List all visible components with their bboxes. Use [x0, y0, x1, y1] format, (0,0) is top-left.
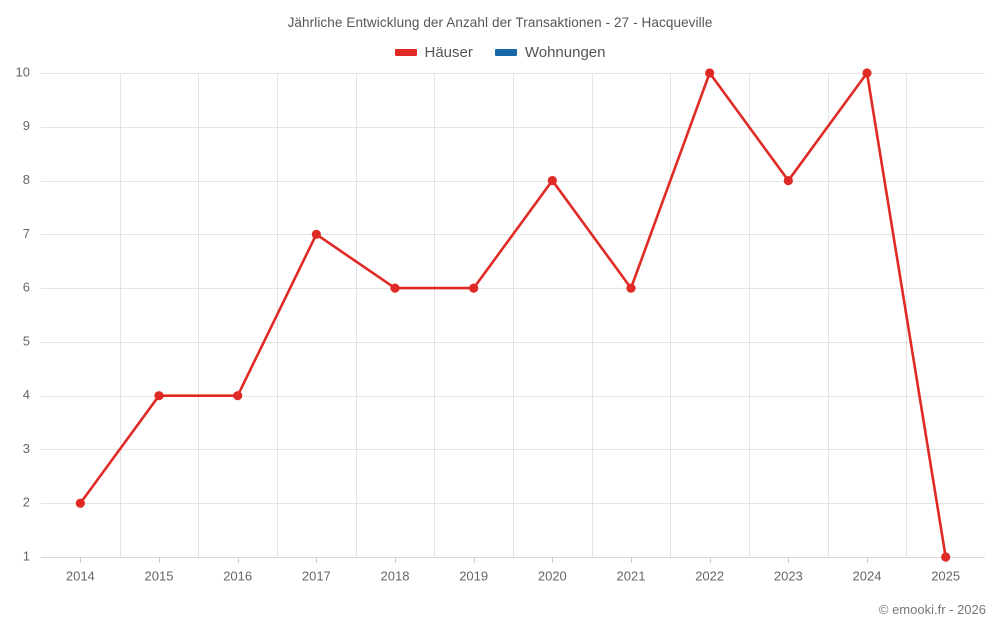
- series-line-häuser: [79, 71, 947, 559]
- data-point[interactable]: [233, 391, 243, 401]
- y-tick-label: 4: [23, 387, 30, 402]
- y-tick-label: 5: [23, 333, 30, 348]
- data-point[interactable]: [547, 175, 557, 186]
- legend-label-wohnungen: Wohnungen: [524, 44, 606, 61]
- y-tick-label: 1: [23, 548, 30, 563]
- data-point-markers-group: [75, 68, 951, 562]
- data-point[interactable]: [626, 283, 636, 293]
- legend-swatch-hauser: [394, 49, 417, 56]
- data-point[interactable]: [783, 175, 793, 186]
- series-group: [79, 71, 947, 559]
- y-tick-label: 8: [23, 172, 30, 187]
- legend-item-hauser[interactable]: Häuser: [394, 44, 473, 61]
- chart-legend: Häuser Wohnungen: [0, 44, 1000, 61]
- x-tick-label: 2017: [302, 569, 331, 584]
- legend-item-wohnungen[interactable]: Wohnungen: [494, 44, 606, 61]
- y-tick-label: 2: [23, 495, 30, 510]
- x-tick-label: 2022: [695, 569, 724, 584]
- data-point[interactable]: [75, 498, 85, 508]
- y-tick-label: 3: [23, 441, 30, 456]
- x-tick-label: 2021: [617, 569, 646, 584]
- data-point[interactable]: [862, 68, 872, 78]
- x-axis-labels-group: 2014 2015 2016 2017 2018 2019 2020 2021 2022 2023…: [66, 569, 960, 584]
- y-tick-label: 9: [23, 118, 30, 133]
- x-tick-label: 2015: [145, 569, 174, 584]
- data-point[interactable]: [469, 283, 479, 293]
- legend-swatch-wohnungen: [494, 49, 517, 56]
- copyright-credit: © emooki.fr - 2026: [878, 602, 986, 617]
- data-point[interactable]: [705, 68, 715, 78]
- y-tick-label: 6: [23, 280, 30, 295]
- x-tick-label: 2023: [774, 569, 803, 584]
- x-tick-label: 2019: [459, 569, 488, 584]
- x-tick-label: 2025: [931, 569, 960, 584]
- x-tick-label: 2020: [538, 569, 567, 584]
- data-point[interactable]: [941, 552, 951, 562]
- y-tick-label: 7: [23, 226, 30, 241]
- gridlines-group: [41, 73, 985, 558]
- x-tick-label: 2014: [66, 569, 95, 584]
- data-point[interactable]: [311, 229, 321, 239]
- x-tick-label: 2016: [223, 569, 252, 584]
- y-tick-label: 10: [16, 64, 30, 79]
- legend-label-hauser: Häuser: [424, 44, 473, 61]
- x-tick-label: 2024: [853, 569, 882, 584]
- chart-title: Jährliche Entwicklung der Anzahl der Tra…: [287, 15, 713, 30]
- data-point[interactable]: [154, 391, 164, 401]
- data-point[interactable]: [390, 283, 400, 293]
- x-tick-label: 2018: [381, 569, 410, 584]
- y-axis-labels-group: 1 2 3 4 5 6 7 8 9 10: [16, 64, 30, 563]
